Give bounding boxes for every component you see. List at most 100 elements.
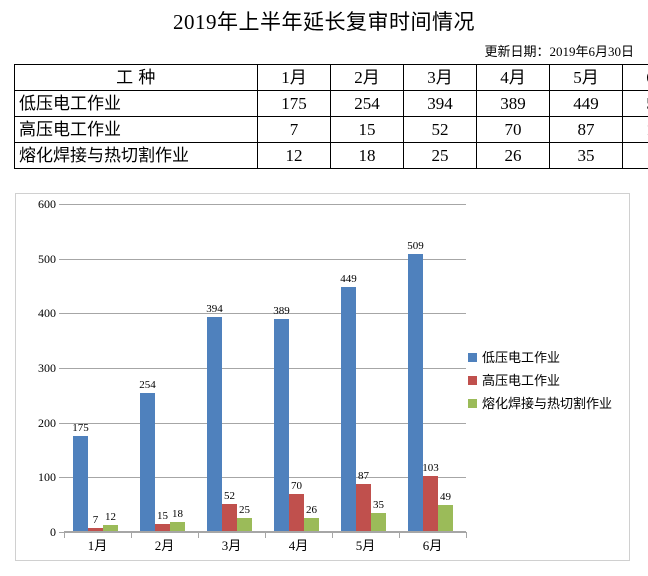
table-cell-value: 49	[622, 142, 648, 169]
table-cell-value: 7	[257, 116, 331, 143]
y-axis-tick-label: 600	[38, 197, 56, 211]
table-cell-value: 52	[403, 116, 477, 143]
bar-value-label: 394	[206, 302, 223, 315]
table-header-month-1: 1月	[257, 64, 331, 91]
bar[interactable]	[274, 319, 289, 532]
bar-group: 389 70 26	[265, 204, 332, 532]
bar[interactable]	[170, 522, 185, 532]
bar-value-label: 87	[358, 470, 369, 483]
bar-value-label: 25	[239, 504, 250, 517]
bar[interactable]	[438, 505, 453, 532]
bar[interactable]	[222, 503, 237, 532]
page-title: 2019年上半年延长复审时间情况	[173, 10, 475, 34]
x-axis-line	[64, 531, 466, 532]
bar-value-label: 49	[440, 491, 451, 504]
y-axis-tick-mark	[59, 204, 64, 205]
y-axis-tick-mark	[59, 313, 64, 315]
table-header-month-4: 4月	[476, 64, 550, 91]
bar-group: 175 7 12	[64, 204, 131, 532]
x-axis-tick-mark	[466, 532, 467, 538]
gridline	[64, 477, 466, 479]
y-axis-tick-label: 500	[38, 251, 56, 266]
bar-value-label: 35	[373, 498, 384, 511]
legend-label: 熔化焊接与热切割作业	[482, 395, 613, 411]
gridline	[64, 313, 466, 315]
bar[interactable]	[289, 493, 304, 532]
bar[interactable]	[73, 436, 88, 532]
x-axis-category-label: 4月	[288, 538, 309, 553]
bar-group: 394 52 25	[198, 204, 265, 532]
x-axis-tick-mark	[265, 532, 266, 538]
y-axis-tick-mark	[59, 532, 64, 533]
bar-group: 254 15 18	[131, 204, 198, 532]
table-cell-value: 103	[622, 116, 648, 143]
x-axis-tick-mark	[131, 532, 132, 538]
table-cell-category: 低压电工作业	[14, 90, 258, 117]
table-cell-value: 509	[622, 90, 648, 117]
bar[interactable]	[341, 286, 356, 532]
table-cell-value: 87	[549, 116, 623, 143]
x-axis-category-label: 2月	[154, 538, 175, 553]
gridline	[64, 422, 466, 424]
legend-item[interactable]: 高压电工作业	[468, 369, 628, 392]
table-cell-value: 12	[257, 142, 331, 169]
table-header-month-2: 2月	[330, 64, 404, 91]
legend-color-swatch-icon	[468, 399, 477, 408]
bar-group: 509 103 49	[399, 204, 466, 532]
x-axis-tick-mark	[198, 532, 199, 538]
bar[interactable]	[207, 316, 222, 532]
x-axis-tick-mark	[399, 532, 400, 538]
table-header-category: 工 种	[14, 64, 258, 91]
x-axis-category-label: 5月	[355, 538, 376, 553]
gridline	[64, 204, 466, 205]
table-cell-value: 18	[330, 142, 404, 169]
update-date-label: 更新日期：2019年6月30日	[484, 44, 634, 59]
gridline	[64, 368, 466, 369]
table-cell-value: 394	[403, 90, 477, 117]
bar[interactable]	[140, 393, 155, 532]
table-header-month-5: 5月	[549, 64, 623, 91]
x-axis-category-label: 6月	[422, 538, 443, 553]
legend-item[interactable]: 熔化焊接与热切割作业	[468, 392, 628, 415]
bar-value-label: 15	[157, 509, 168, 522]
bar[interactable]	[88, 528, 103, 532]
table-cell-value: 70	[476, 116, 550, 143]
table-row: 低压电工作业 175 254 394 389 449 509	[14, 90, 648, 117]
y-axis-tick-mark	[59, 368, 64, 369]
table-cell-value: 389	[476, 90, 550, 117]
bar[interactable]	[408, 253, 423, 532]
bar-value-label: 103	[422, 461, 439, 474]
y-axis-tick-label: 0	[50, 525, 56, 539]
chart-legend: 低压电工作业高压电工作业熔化焊接与热切割作业	[468, 346, 628, 415]
table-cell-category: 熔化焊接与热切割作业	[14, 142, 258, 169]
bar[interactable]	[423, 475, 438, 532]
y-axis-tick-label: 100	[38, 470, 56, 485]
y-axis-tick-label: 200	[38, 415, 56, 430]
table-cell-category: 高压电工作业	[14, 116, 258, 143]
x-axis-category-label: 3月	[221, 538, 242, 553]
bar-value-label: 52	[224, 489, 235, 502]
bar[interactable]	[103, 525, 118, 532]
table-row: 熔化焊接与热切割作业 12 18 25 26 35 49	[14, 142, 648, 169]
bar[interactable]	[237, 518, 252, 532]
table-cell-value: 26	[476, 142, 550, 169]
bar[interactable]	[304, 517, 319, 532]
bar[interactable]	[356, 484, 371, 532]
bar[interactable]	[155, 523, 170, 532]
table-row: 高压电工作业 7 15 52 70 87 103	[14, 116, 648, 143]
x-axis-tick-mark	[64, 532, 65, 538]
y-axis-tick-label: 300	[38, 361, 56, 375]
legend-label: 低压电工作业	[482, 349, 561, 365]
gridline	[64, 258, 466, 260]
y-axis-tick-label: 400	[38, 306, 56, 321]
legend-item[interactable]: 低压电工作业	[468, 346, 628, 369]
bar[interactable]	[371, 512, 386, 532]
bar-group: 449 87 35	[332, 204, 399, 532]
table-header-month-6: 6月	[622, 64, 648, 91]
bar-value-label: 254	[139, 379, 156, 392]
table-header-month-3: 3月	[403, 64, 477, 91]
bar-value-label: 18	[172, 508, 183, 521]
bar-value-label: 449	[340, 272, 357, 285]
legend-color-swatch-icon	[468, 376, 477, 385]
bar-value-label: 26	[306, 503, 317, 516]
